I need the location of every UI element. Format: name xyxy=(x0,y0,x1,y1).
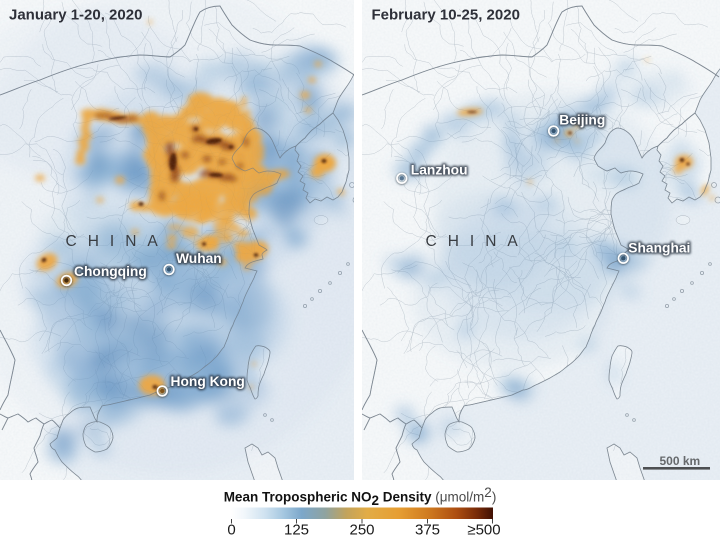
svg-text:Hong Kong: Hong Kong xyxy=(171,374,245,389)
svg-text:375: 375 xyxy=(415,522,440,539)
svg-text:Chongqing: Chongqing xyxy=(74,264,147,279)
svg-text:0: 0 xyxy=(227,522,235,539)
svg-text:≥500: ≥500 xyxy=(467,522,500,539)
svg-text:Shanghai: Shanghai xyxy=(628,241,690,256)
svg-text:500 km: 500 km xyxy=(660,454,701,468)
svg-text:Wuhan: Wuhan xyxy=(176,251,222,266)
svg-text:CHINA: CHINA xyxy=(426,233,529,250)
svg-text:Beijing: Beijing xyxy=(559,113,605,128)
svg-text:250: 250 xyxy=(349,522,374,539)
svg-text:CHINA: CHINA xyxy=(66,233,169,250)
svg-text:Lanzhou: Lanzhou xyxy=(411,163,468,178)
svg-text:Wuhan: Wuhan xyxy=(176,251,222,266)
svg-text:Beijing: Beijing xyxy=(559,113,605,128)
svg-text:Hong Kong: Hong Kong xyxy=(171,374,245,389)
svg-text:Shanghai: Shanghai xyxy=(628,241,690,256)
svg-text:Mean Tropospheric NO2 Density: Mean Tropospheric NO2 Density (μmol/m2) xyxy=(224,485,497,508)
svg-text:Lanzhou: Lanzhou xyxy=(411,163,468,178)
svg-text:January 1-20, 2020: January 1-20, 2020 xyxy=(9,7,142,24)
svg-text:February 10-25, 2020: February 10-25, 2020 xyxy=(372,7,520,24)
svg-text:125: 125 xyxy=(284,522,309,539)
svg-text:Chongqing: Chongqing xyxy=(74,264,147,279)
